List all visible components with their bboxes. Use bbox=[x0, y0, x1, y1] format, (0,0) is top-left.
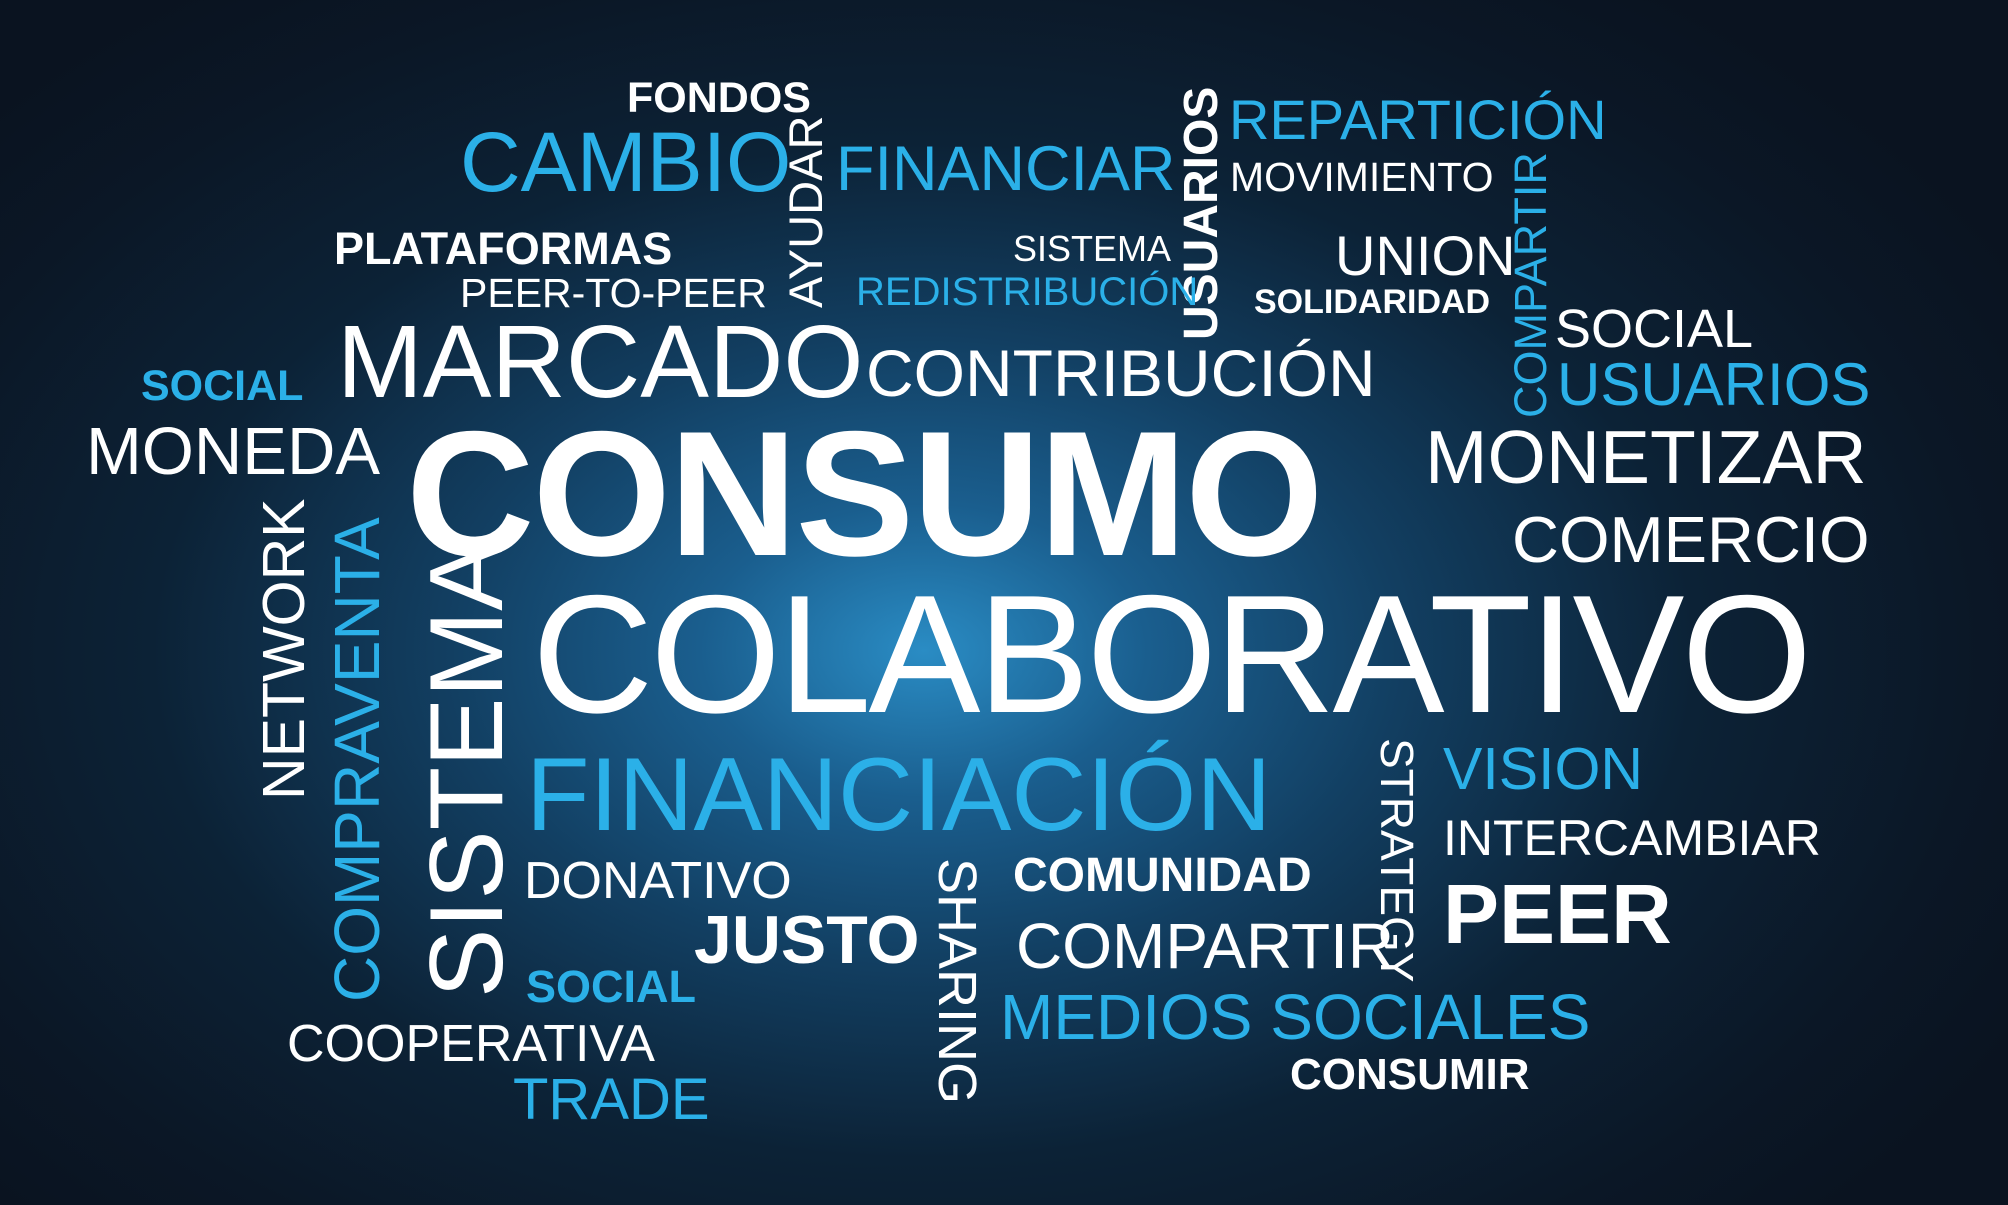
word-network: NETWORK bbox=[255, 498, 314, 800]
word-social-bottom: SOCIAL bbox=[526, 964, 696, 1009]
word-vision: VISION bbox=[1443, 740, 1643, 799]
word-usuarios-right: USUARIOS bbox=[1557, 355, 1870, 415]
word-social-left: SOCIAL bbox=[141, 365, 303, 408]
word-moneda: MONEDA bbox=[86, 418, 380, 485]
word-colaborativo: COLABORATIVO bbox=[532, 570, 1809, 738]
word-intercambiar: INTERCAMBIAR bbox=[1443, 813, 1821, 863]
word-social-right: SOCIAL bbox=[1555, 302, 1753, 356]
word-justo: JUSTO bbox=[694, 906, 919, 974]
word-ayudar: AYUDAR bbox=[782, 116, 829, 308]
word-peer: PEER bbox=[1443, 872, 1672, 956]
word-cooperativa: COOPERATIVA bbox=[287, 1018, 655, 1070]
word-sistema-small: SISTEMA bbox=[1013, 231, 1171, 267]
word-consumir: CONSUMIR bbox=[1290, 1053, 1530, 1097]
word-trade: TRADE bbox=[513, 1071, 710, 1129]
word-plataformas: PLATAFORMAS bbox=[334, 226, 672, 271]
word-monetizar: MONETIZAR bbox=[1425, 420, 1867, 495]
word-sharing: SHARING bbox=[930, 858, 984, 1104]
word-solidaridad: SOLIDARIDAD bbox=[1254, 285, 1490, 319]
word-financiar: FINANCIAR bbox=[836, 138, 1176, 201]
word-cambio: CAMBIO bbox=[460, 120, 791, 204]
word-reparticion: REPARTICIÓN bbox=[1229, 92, 1607, 148]
word-union: UNION bbox=[1335, 228, 1515, 284]
word-compartir-vertical: COMPARTIR bbox=[1508, 152, 1553, 418]
word-consumo: CONSUMO bbox=[406, 405, 1322, 583]
word-compartir: COMPARTIR bbox=[1016, 914, 1394, 978]
word-medios-sociales: MEDIOS SOCIALES bbox=[1000, 985, 1590, 1049]
word-redistribucion: REDISTRIBUCIÓN bbox=[856, 272, 1198, 312]
word-movimiento: MOVIMIENTO bbox=[1230, 157, 1493, 198]
word-comunidad: COMUNIDAD bbox=[1013, 852, 1312, 900]
word-sistema-large: SISTEMA bbox=[415, 541, 519, 998]
word-fondos: FONDOS bbox=[627, 77, 811, 120]
word-donativo: DONATIVO bbox=[524, 855, 792, 907]
word-compraventa: COMPRAVENTA bbox=[325, 517, 389, 1002]
word-financiacion: FINANCIACIÓN bbox=[526, 743, 1271, 847]
